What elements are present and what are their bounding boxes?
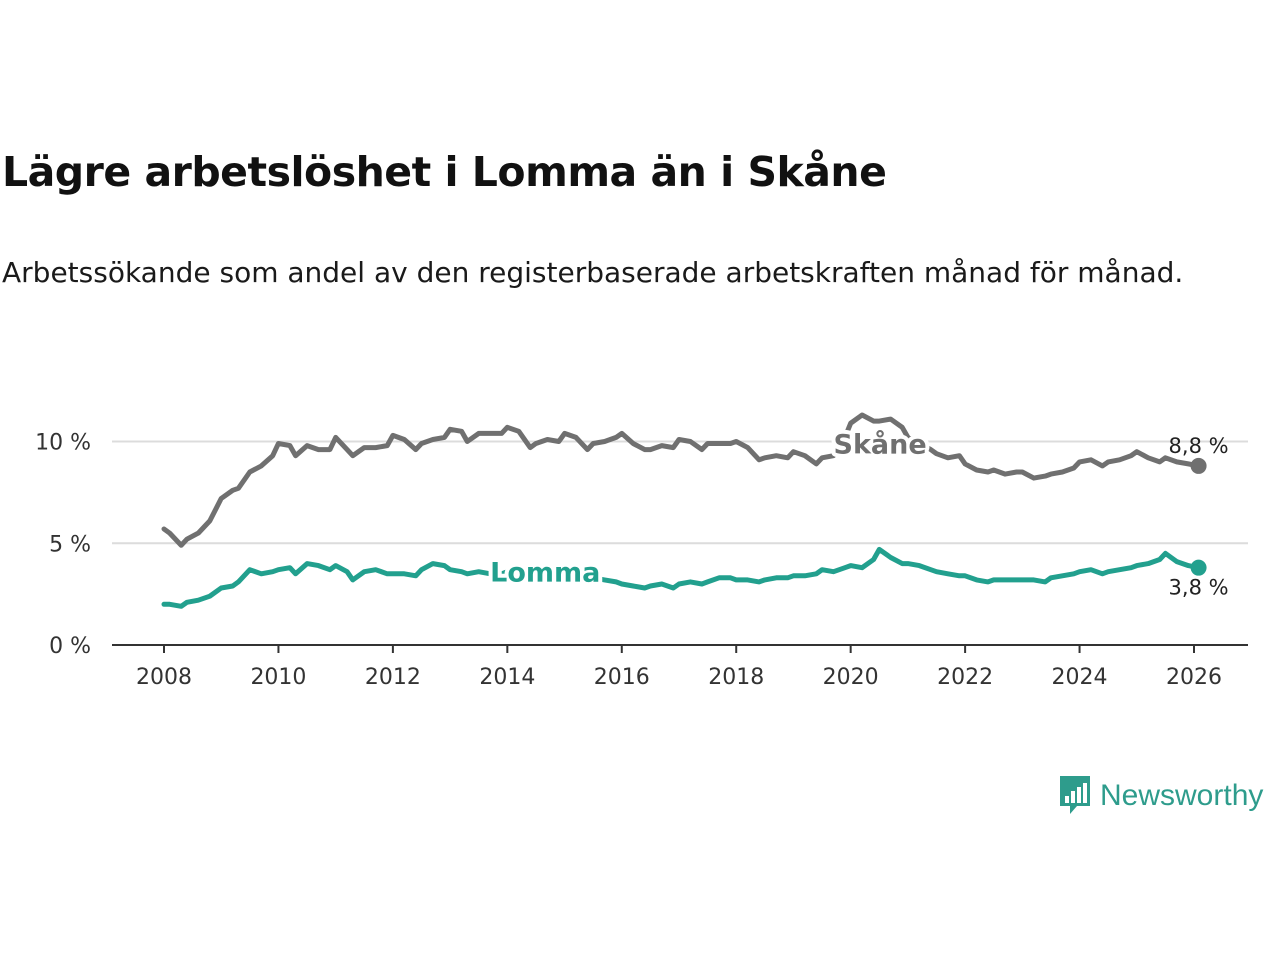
end-label-sk-ne: 8,8 % [1169, 434, 1229, 458]
x-tick-label: 2026 [1166, 665, 1222, 690]
y-tick-label: 10 % [35, 431, 91, 456]
series-label-sk-ne: Skåne [834, 429, 927, 461]
x-tick-label: 2014 [479, 665, 535, 690]
end-point-sk-ne [1190, 457, 1207, 474]
end-point-lomma [1190, 559, 1207, 576]
chart-title: Lägre arbetslöshet i Lomma än i Skåne [2, 148, 887, 196]
x-tick-label: 2008 [136, 665, 192, 690]
end-label-lomma: 3,8 % [1169, 576, 1229, 600]
y-axis: 0 % 5 % 10 % [35, 431, 91, 660]
x-tick-label: 2020 [823, 665, 879, 690]
x-tick-label: 2024 [1052, 665, 1108, 690]
series-line-lomma [161, 546, 1202, 609]
gridlines [112, 440, 1248, 545]
newsworthy-logo[interactable]: Newsworthy [1058, 772, 1263, 820]
x-tick-label: 2022 [937, 665, 993, 690]
series-label-lomma: Lomma [490, 558, 600, 589]
x-axis: 2008 2010 2012 2014 2016 2018 2020 2022 2024 2026 [136, 645, 1222, 690]
x-tick-label: 2012 [365, 665, 421, 690]
y-tick-label: 0 % [49, 634, 91, 659]
x-tick-label: 2010 [250, 665, 306, 690]
newsworthy-logo-icon [1060, 776, 1090, 814]
y-tick-label: 5 % [49, 532, 91, 557]
chart-subtitle: Arbetssökande som andel av den registerb… [2, 256, 1184, 289]
x-tick-label: 2016 [594, 665, 650, 690]
x-tick-label: 2018 [708, 665, 764, 690]
series-line-sk-ne [161, 412, 1202, 548]
brand-name: Newsworthy [1100, 779, 1264, 812]
series [161, 412, 1207, 609]
annotations: 8,8 % 3,8 % Skåne Lomma [486, 425, 1229, 600]
